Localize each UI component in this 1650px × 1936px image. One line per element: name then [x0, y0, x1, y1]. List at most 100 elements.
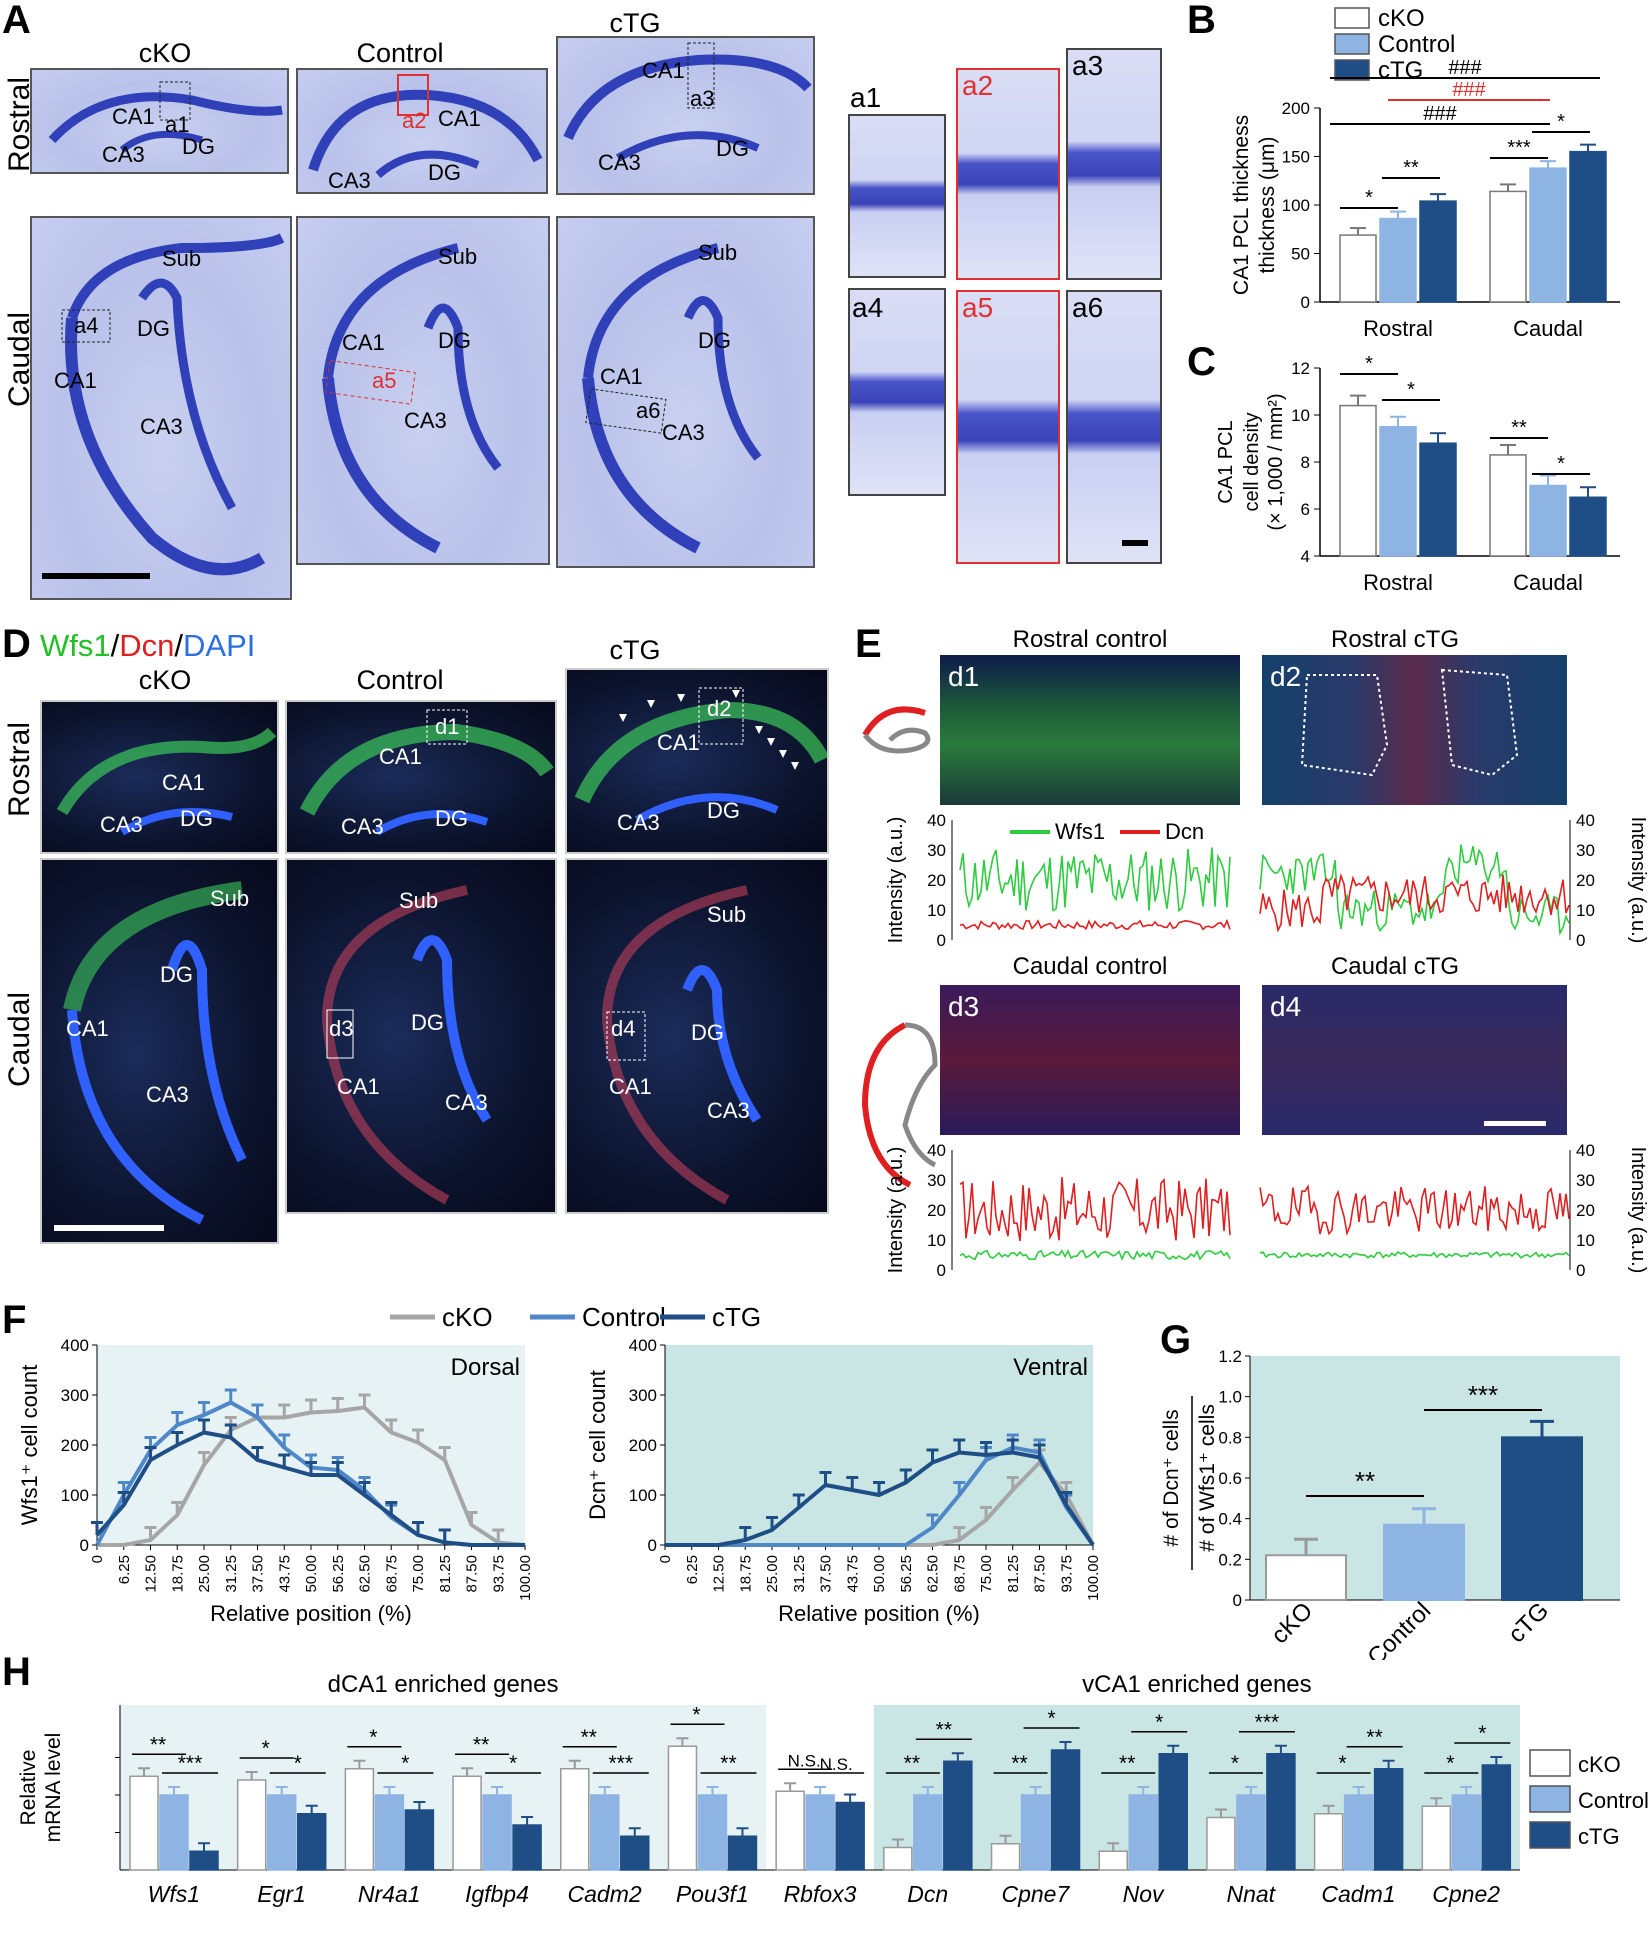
sig-c2: *	[1557, 111, 1565, 133]
sig-label: **	[1366, 1726, 1382, 1749]
hippocampus-shape	[582, 243, 762, 554]
tag-d1: d1	[948, 661, 980, 692]
label-ca3: CA3	[140, 414, 183, 439]
y-tick-label: 20	[1576, 871, 1595, 890]
y-tick-label: 10	[927, 1231, 946, 1250]
bar	[1343, 1794, 1374, 1871]
gene-label: Rbfox3	[784, 1881, 857, 1907]
panel-c-chart: 4 6 8 10 12 CA1 PCL cell density (× 1,000 / mm²…	[1215, 353, 1620, 595]
bar	[1383, 1523, 1465, 1601]
bar	[1451, 1794, 1482, 1871]
label-ca3: CA3	[598, 150, 641, 175]
hippocampus-shape	[42, 233, 285, 579]
y-axis-label: Intensity (a.u.)	[1627, 817, 1649, 944]
x-tick-label: Caudal	[1513, 570, 1583, 595]
tag-d2: d2	[1270, 661, 1302, 692]
y-tick-label: 1.2	[1218, 1347, 1242, 1366]
gene-label: Cadm1	[1321, 1881, 1395, 1907]
y-tick-label: 40	[1576, 1141, 1595, 1160]
wfs1-trace	[959, 847, 1231, 913]
bar	[560, 1768, 590, 1871]
outline	[1300, 668, 1519, 777]
label-ca1: CA1	[609, 1074, 652, 1099]
dcn-trace	[959, 1177, 1231, 1242]
zoom-a6	[1066, 290, 1162, 564]
sig-label: ***	[1468, 1380, 1498, 1410]
caudal-schematic-icon	[861, 1022, 938, 1188]
x-tick-label: Rostral	[1363, 570, 1433, 595]
label-a2: a2	[402, 108, 427, 133]
gene-label: Nov	[1123, 1881, 1165, 1907]
x-tick-label: 68.75	[383, 1555, 400, 1593]
y-tick-label: 0	[1301, 293, 1310, 312]
bar	[1098, 1850, 1128, 1871]
x-tick-label: 87.50	[1032, 1555, 1049, 1593]
wfs1-trace	[1259, 1250, 1570, 1259]
sig-label: **	[904, 1752, 920, 1775]
group-label: dCA1 enriched genes	[328, 1671, 559, 1698]
zoom-a2-label: a2	[962, 70, 994, 101]
legend-label: cKO	[1578, 1752, 1621, 1777]
panel-c-label: C	[1187, 340, 1216, 384]
x-tick-label: 12.50	[143, 1555, 160, 1593]
legend-label: cTG	[1578, 1824, 1620, 1849]
y-tick-label: 20	[927, 871, 946, 890]
tag-d4: d4	[1270, 991, 1302, 1022]
y-tick-label: 300	[629, 1386, 657, 1405]
label-sub: Sub	[210, 886, 250, 911]
bar	[404, 1809, 435, 1871]
x-tick-label: 0	[89, 1555, 106, 1563]
bar	[990, 1843, 1021, 1871]
sig-top: ###	[1448, 57, 1482, 79]
sig-c1: **	[1511, 417, 1527, 439]
y-axis-label: cell density	[1241, 413, 1263, 512]
title-dapi: DAPI	[183, 628, 256, 663]
fluo-shape	[54, 881, 247, 1231]
y-tick-label: 0	[1576, 1261, 1585, 1280]
title-sep2: /	[174, 628, 184, 663]
d-col-header-cko: cKO	[138, 665, 192, 695]
x-tick-label: 25.00	[764, 1555, 781, 1593]
panel-f-chart: cKO Control cTG 0 100 200 300 400 0 6.25 12.50 18.7…	[17, 1302, 1102, 1625]
bar	[129, 1775, 159, 1871]
sig-label: **	[473, 1733, 489, 1756]
label-a5: a5	[372, 368, 397, 393]
sig-c2: *	[1557, 453, 1565, 475]
legend-label: Wfs1	[1055, 819, 1105, 844]
d-col-header-ctg: cTG	[609, 635, 661, 665]
gene-label: Wfs1	[148, 1881, 200, 1907]
nissl-caudal-cko: Sub DG CA1 CA3 a4	[30, 216, 292, 600]
sig-label: **	[720, 1752, 736, 1775]
bar	[775, 1790, 805, 1871]
sig-label: *	[1446, 1752, 1454, 1775]
x-tick-label: 56.25	[898, 1555, 915, 1593]
nissl-caudal-ctg: Sub DG CA1 CA3 a6	[556, 216, 815, 568]
label-d1: d1	[435, 714, 460, 739]
fluo-shape	[56, 727, 277, 836]
y-tick-label: 30	[1576, 1171, 1595, 1190]
y-tick-label: 40	[1576, 811, 1595, 830]
nissl-rostral-control: CA1 CA3 DG a2	[296, 68, 548, 194]
label-ca1: CA1	[66, 1016, 109, 1041]
gene-label: Cadm2	[568, 1881, 642, 1907]
sig-label: **	[1355, 1466, 1375, 1496]
ventral-background	[873, 1705, 1520, 1870]
label-d4: d4	[611, 1016, 636, 1041]
bar	[374, 1794, 405, 1871]
series-line	[665, 1445, 1095, 1547]
x-tick-label: 100.00	[517, 1555, 534, 1601]
scale-bar	[1122, 540, 1148, 546]
panel-b-label: B	[1187, 0, 1216, 42]
bar	[1419, 200, 1457, 303]
label-ca1: CA1	[112, 104, 155, 129]
sig-label: *	[369, 1726, 377, 1749]
bar	[1265, 1554, 1347, 1601]
label-ca1: CA1	[657, 730, 700, 755]
plot-background	[665, 1345, 1093, 1545]
bar	[1529, 484, 1567, 557]
x-tick-label: 31.25	[791, 1555, 808, 1593]
legend-label: Control	[1578, 1788, 1649, 1813]
label-sub: Sub	[438, 244, 478, 269]
nissl-rostral-ctg: CA1 CA3 DG a3	[556, 36, 815, 195]
fluo-rostral-control: CA1 CA3 DG d1	[285, 700, 557, 854]
